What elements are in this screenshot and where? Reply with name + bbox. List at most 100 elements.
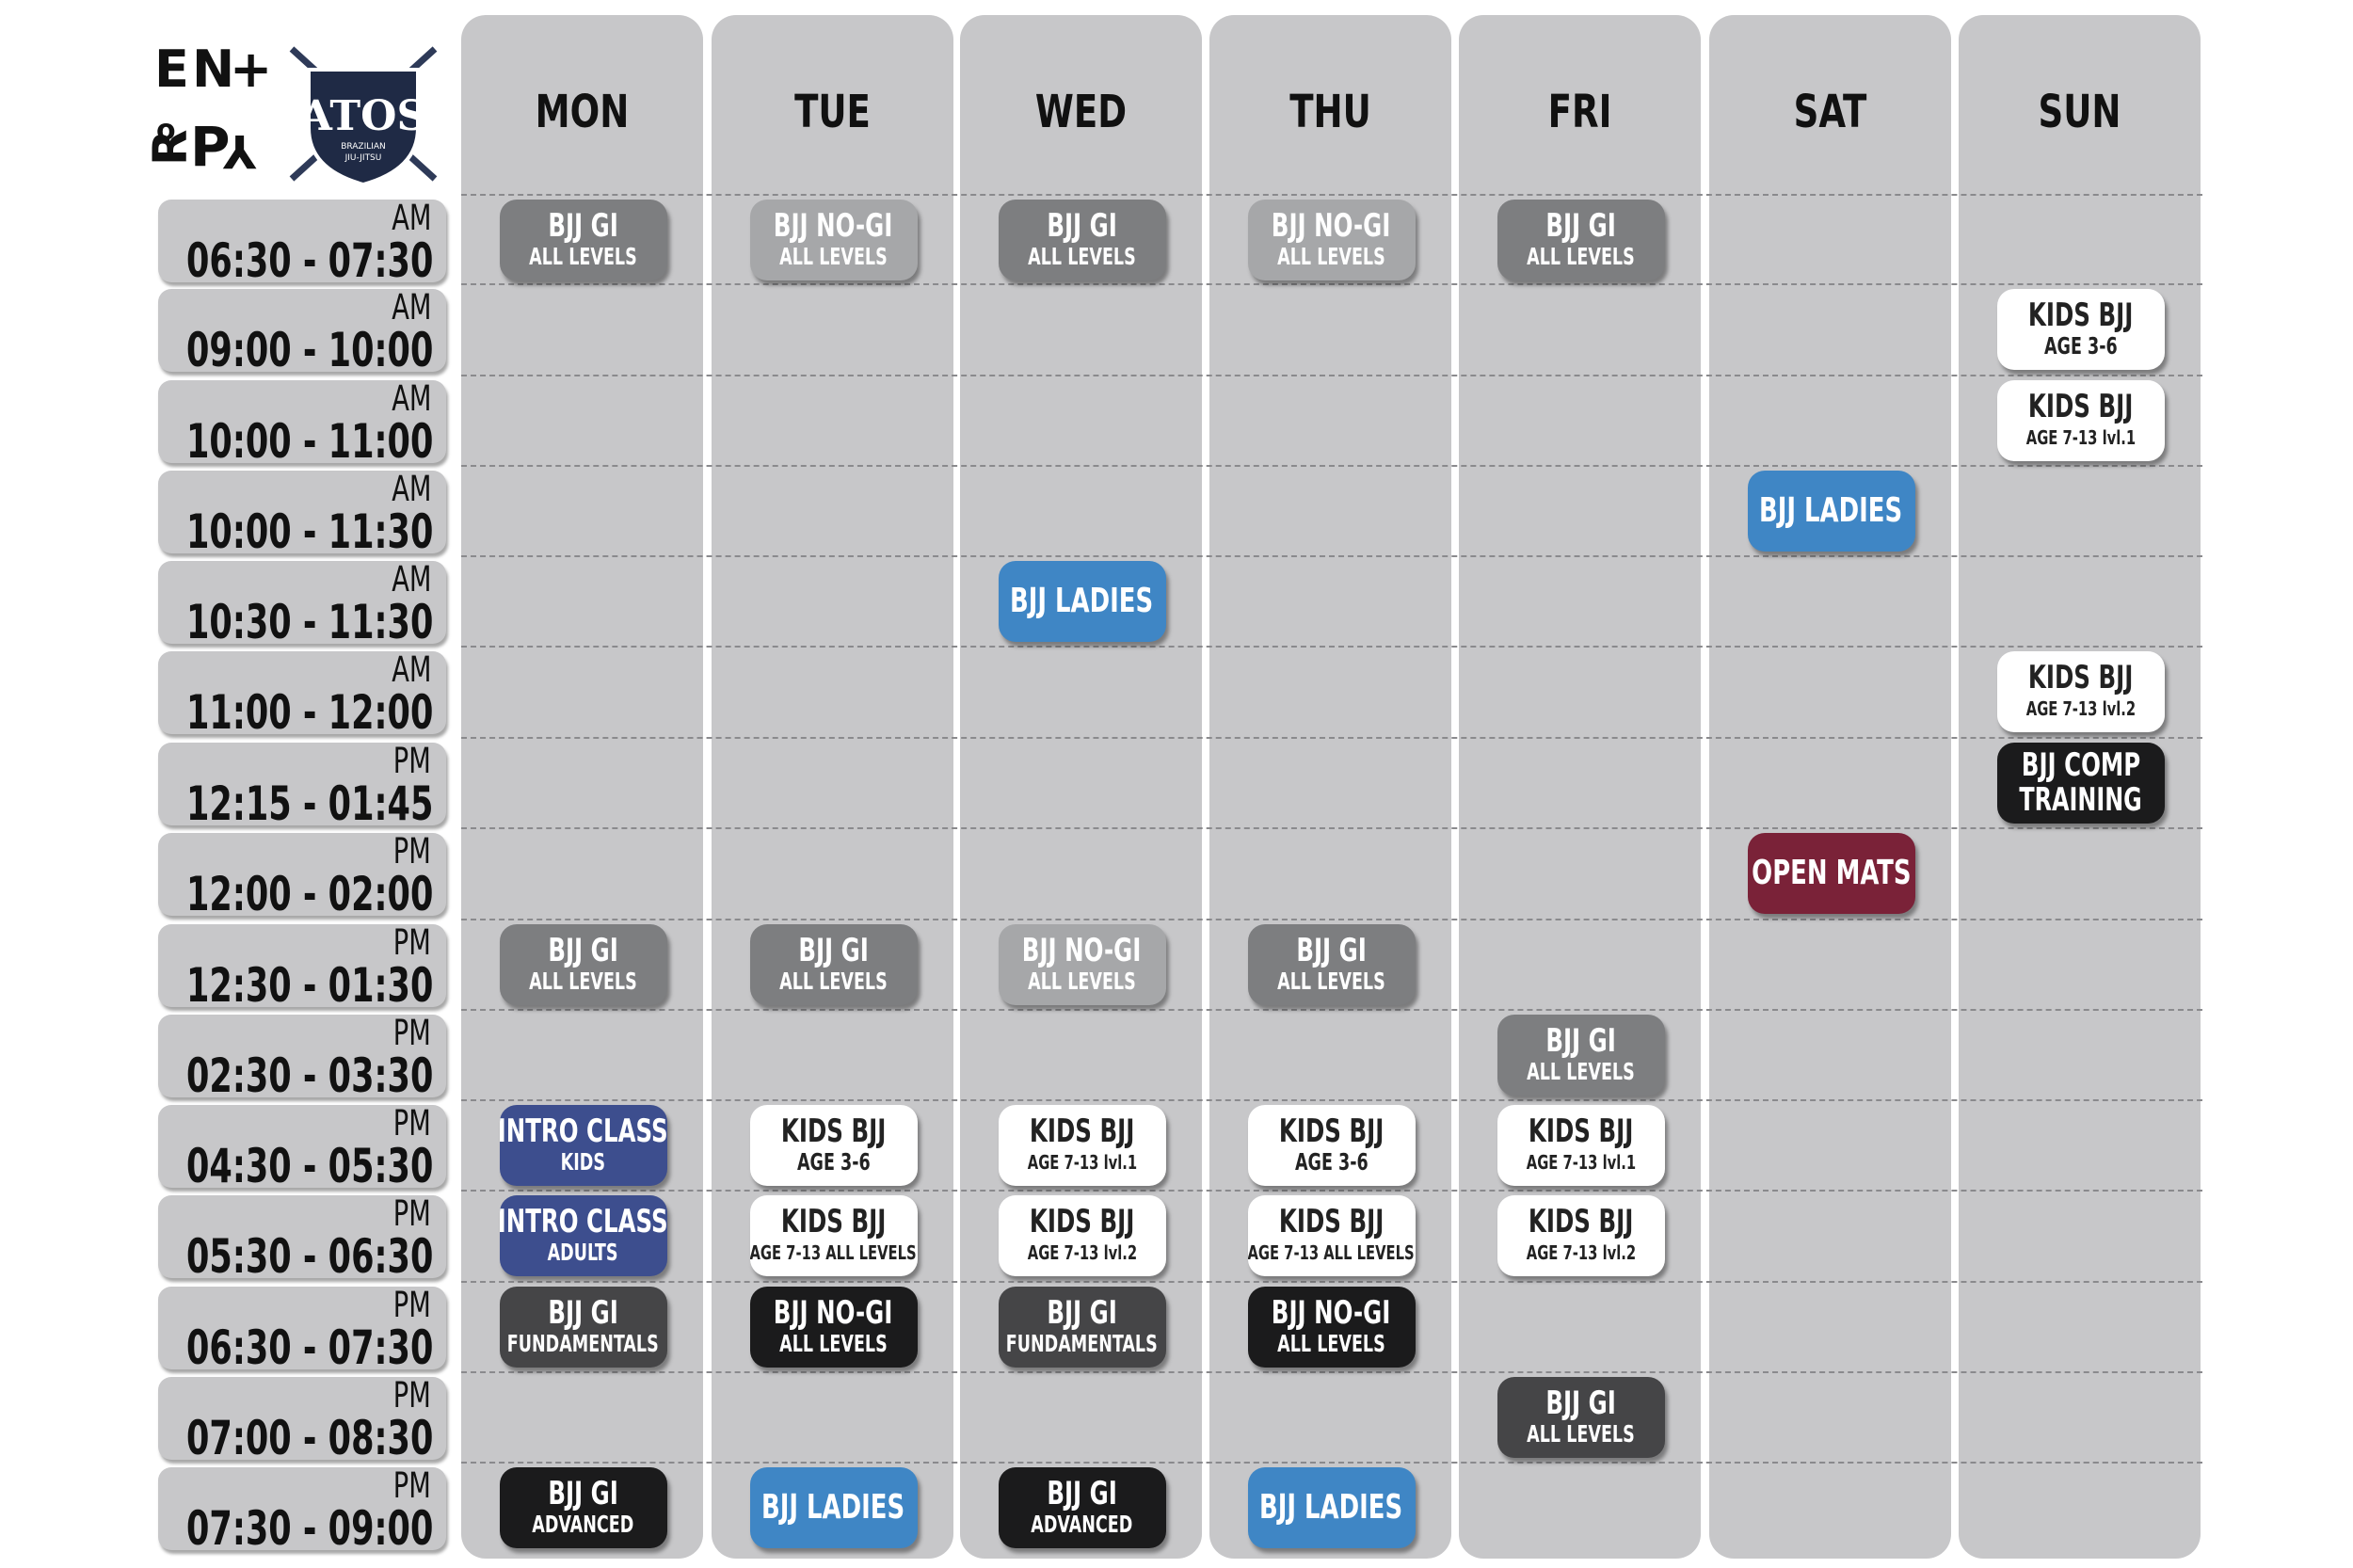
class-subtitle: ADVANCED xyxy=(1031,1511,1133,1538)
logo-letter: o xyxy=(156,114,176,147)
class-subtitle: ALL LEVELS xyxy=(529,243,637,270)
class-title: BJJ GI xyxy=(1545,1384,1616,1422)
class-badge: BJJ LADIES xyxy=(998,561,1166,642)
class-title: KIDS BJJ xyxy=(2027,659,2134,696)
time-range: 05:30 - 06:30 xyxy=(185,1229,433,1284)
day-column: SAT xyxy=(1709,15,1951,1559)
time-ampm: AM xyxy=(391,559,431,600)
time-range: 10:00 - 11:30 xyxy=(185,504,433,559)
time-ampm: PM xyxy=(392,922,431,963)
class-title: BJJ GI xyxy=(1047,1475,1117,1512)
atos-shield-icon: ATOS BRAZILIAN JIU-JITSU xyxy=(289,46,438,187)
class-title: KIDS BJJ xyxy=(1029,1203,1135,1240)
class-badge: BJJ GI ALL LEVELS xyxy=(1247,924,1416,1005)
class-title: BJJ LADIES xyxy=(1259,1488,1403,1527)
class-title: KIDS BJJ xyxy=(1528,1203,1634,1240)
class-badge: BJJ GI FUNDAMENTALS xyxy=(998,1287,1166,1368)
row-divider xyxy=(461,646,2202,648)
class-badge: BJJ GI FUNDAMENTALS xyxy=(499,1287,667,1368)
time-slot: PM 12:30 - 01:30 xyxy=(158,922,446,1013)
time-slot: PM 04:30 - 05:30 xyxy=(158,1103,446,1193)
time-slot: AM 09:00 - 10:00 xyxy=(158,287,446,377)
class-badge: BJJ GI ADVANCED xyxy=(998,1467,1166,1548)
row-divider xyxy=(461,1190,2202,1192)
atos-text: ATOS xyxy=(299,92,427,140)
class-title: OPEN MATS xyxy=(1751,854,1912,892)
time-ampm: PM xyxy=(392,741,431,781)
class-subtitle: ALL LEVELS xyxy=(1028,968,1136,995)
class-badge: BJJ GI ALL LEVELS xyxy=(499,924,667,1005)
class-subtitle: ADULTS xyxy=(548,1239,618,1266)
class-title: BJJ GI xyxy=(798,932,869,969)
row-divider xyxy=(461,465,2202,467)
day-header: SUN xyxy=(2038,86,2121,138)
time-ampm: PM xyxy=(392,1013,431,1053)
logo-letter: R xyxy=(151,129,198,166)
row-divider xyxy=(461,737,2202,739)
day-header: MON xyxy=(535,86,630,138)
class-subtitle: ALL LEVELS xyxy=(1527,1420,1635,1448)
class-title: BJJ COMP xyxy=(2021,746,2140,784)
class-badge: KIDS BJJ AGE 7-13 lvl.2 xyxy=(1996,651,2165,732)
class-subtitle: AGE 7-13 lvl.1 xyxy=(2025,426,2136,449)
class-title: BJJ GI xyxy=(548,1475,618,1512)
class-subtitle: ALL LEVELS xyxy=(1527,1058,1635,1085)
class-subtitle: TRAINING xyxy=(2019,781,2142,819)
time-ampm: AM xyxy=(391,378,431,419)
time-slot: PM 02:30 - 03:30 xyxy=(158,1013,446,1103)
day-header: TUE xyxy=(794,86,871,138)
class-subtitle: KIDS xyxy=(560,1148,606,1176)
class-subtitle: ALL LEVELS xyxy=(1277,1330,1385,1357)
class-badge: BJJ GI ALL LEVELS xyxy=(1497,1377,1665,1458)
class-badge: BJJ LADIES xyxy=(749,1467,918,1548)
class-badge: KIDS BJJ AGE 7-13 lvl.1 xyxy=(998,1105,1166,1186)
time-range: 12:30 - 01:30 xyxy=(185,958,433,1013)
class-title: KIDS BJJ xyxy=(1029,1112,1135,1150)
row-divider xyxy=(461,827,2202,829)
time-range: 06:30 - 07:30 xyxy=(185,1320,433,1375)
atos-sub-1: BRAZILIAN xyxy=(341,142,386,152)
time-range: 10:30 - 11:30 xyxy=(185,595,433,649)
time-range: 09:00 - 10:00 xyxy=(185,323,433,377)
time-ampm: PM xyxy=(392,831,431,872)
time-range: 11:00 - 12:00 xyxy=(185,685,433,740)
class-title: KIDS BJJ xyxy=(1278,1203,1385,1240)
logo-letter: N xyxy=(192,40,234,99)
time-ampm: AM xyxy=(391,649,431,690)
class-subtitle: ALL LEVELS xyxy=(779,1330,888,1357)
class-badge: BJJ NO-GI ALL LEVELS xyxy=(1247,1287,1416,1368)
class-subtitle: ALL LEVELS xyxy=(779,243,888,270)
class-title: BJJ LADIES xyxy=(761,1488,905,1527)
class-badge: INTRO CLASS ADULTS xyxy=(499,1195,667,1276)
time-slot: AM 06:30 - 07:30 xyxy=(158,198,446,288)
class-title: BJJ GI xyxy=(1047,1294,1117,1332)
day-header: SAT xyxy=(1793,86,1867,138)
entropy-atos-logo: E N + R o P Y ATOS BRAZILIAN JIU-JITSU xyxy=(151,40,438,187)
class-title: BJJ GI xyxy=(1545,1022,1616,1060)
time-slot: AM 10:00 - 11:00 xyxy=(158,378,446,469)
row-divider xyxy=(461,1281,2202,1283)
time-range: 02:30 - 03:30 xyxy=(185,1048,433,1103)
time-ampm: AM xyxy=(391,287,431,328)
day-header: WED xyxy=(1034,86,1128,138)
class-badge: KIDS BJJ AGE 3-6 xyxy=(1996,289,2165,370)
row-divider xyxy=(461,283,2202,285)
class-title: KIDS BJJ xyxy=(780,1203,887,1240)
class-subtitle: AGE 7-13 lvl.1 xyxy=(1027,1151,1137,1174)
time-ampm: PM xyxy=(392,1285,431,1325)
logo-letter: Y xyxy=(222,124,257,177)
time-slot: AM 11:00 - 12:00 xyxy=(158,649,446,740)
class-title: BJJ GI xyxy=(1545,207,1616,245)
class-badge: KIDS BJJ AGE 7-13 lvl.2 xyxy=(1497,1195,1665,1276)
class-subtitle: ALL LEVELS xyxy=(1277,968,1385,995)
class-subtitle: AGE 7-13 ALL LEVELS xyxy=(749,1241,918,1264)
class-subtitle: AGE 7-13 lvl.2 xyxy=(1027,1241,1137,1264)
class-title: BJJ NO-GI xyxy=(1272,1294,1391,1332)
class-title: BJJ LADIES xyxy=(1759,491,1903,530)
time-range: 04:30 - 05:30 xyxy=(185,1139,433,1193)
class-title: BJJ LADIES xyxy=(1010,582,1154,620)
time-slot: PM 12:15 - 01:45 xyxy=(158,741,446,831)
time-ampm: PM xyxy=(392,1103,431,1144)
time-range: 06:30 - 07:30 xyxy=(185,233,433,288)
class-badge: BJJ NO-GI ALL LEVELS xyxy=(749,1287,918,1368)
